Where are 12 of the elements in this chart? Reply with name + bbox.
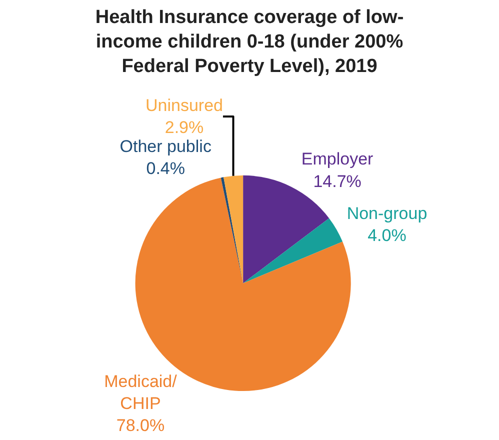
data-label: 0.4% bbox=[146, 159, 185, 178]
data-label: 78.0% bbox=[116, 416, 165, 435]
pie-slice bbox=[243, 218, 343, 284]
slice-label: Uninsured bbox=[145, 96, 223, 116]
slice-label: Medicaid/ CHIP bbox=[104, 372, 178, 413]
data-label: 4.0% bbox=[368, 226, 406, 245]
data-label: 2.9% bbox=[164, 118, 204, 138]
slice-label: Other public bbox=[120, 137, 212, 156]
data-label: 14.7% bbox=[313, 172, 362, 191]
slice-label: Employer bbox=[301, 150, 374, 169]
chart-title: Health Insurance coverage of low- income children 0-18 (under 200% Federal Poverty Level), 2019 bbox=[95, 6, 404, 78]
slice-label: Non-group bbox=[346, 204, 428, 223]
